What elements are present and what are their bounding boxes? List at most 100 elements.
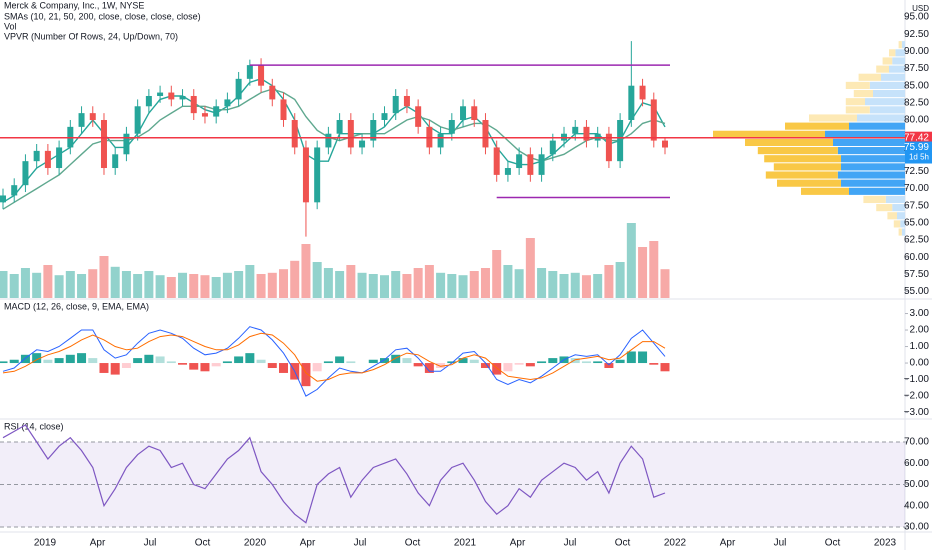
candle-body bbox=[235, 78, 242, 100]
macd-histogram bbox=[649, 363, 659, 365]
volume-bar bbox=[402, 274, 412, 298]
volume-bar bbox=[559, 274, 569, 298]
candle-body bbox=[415, 106, 422, 127]
candle-body bbox=[549, 140, 556, 155]
candle-body bbox=[213, 106, 220, 117]
candle-body bbox=[325, 133, 332, 148]
y-tick-label: 82.50 bbox=[904, 97, 929, 108]
volume-bar bbox=[110, 266, 120, 298]
macd-histogram bbox=[480, 363, 490, 368]
profile-down bbox=[857, 114, 905, 122]
macd-histogram bbox=[581, 361, 591, 364]
y-tick-label: 0.00 bbox=[910, 358, 930, 369]
candle-body bbox=[370, 120, 377, 141]
profile-down bbox=[881, 73, 905, 81]
profile-up bbox=[853, 89, 873, 98]
profile-down bbox=[901, 228, 905, 236]
candle-body bbox=[605, 133, 612, 162]
time-label: Apr bbox=[300, 538, 316, 549]
time-label: 2023 bbox=[874, 538, 897, 549]
time-label: Oct bbox=[825, 538, 841, 549]
macd-histogram bbox=[424, 363, 434, 373]
volume-bar bbox=[121, 271, 131, 298]
y-tick-label: 87.50 bbox=[904, 63, 929, 74]
candle-body bbox=[157, 92, 164, 96]
countdown-label: 1d 5h bbox=[909, 153, 929, 162]
macd-histogram bbox=[458, 358, 468, 364]
macd-histogram bbox=[379, 358, 389, 364]
volume-bar bbox=[480, 268, 490, 298]
candle-body bbox=[347, 120, 354, 148]
volume-bar bbox=[65, 271, 75, 298]
volume-bar bbox=[43, 265, 53, 298]
macd-histogram bbox=[626, 351, 636, 364]
macd-histogram bbox=[144, 354, 154, 364]
volume-bar bbox=[604, 265, 614, 298]
volume-bar bbox=[88, 269, 98, 298]
macd-title: MACD (12, 26, close, 9, EMA, EMA) bbox=[4, 301, 149, 311]
macd-histogram bbox=[335, 356, 345, 364]
y-tick-label: 70.00 bbox=[904, 437, 929, 448]
macd-histogram bbox=[660, 363, 670, 372]
macd-histogram bbox=[54, 358, 64, 364]
y-tick-label: 65.00 bbox=[904, 218, 929, 229]
candle-body bbox=[471, 106, 478, 120]
time-label: Apr bbox=[510, 538, 526, 549]
profile-up bbox=[858, 73, 881, 81]
volume-bar bbox=[290, 260, 300, 298]
volume-bar bbox=[357, 272, 367, 298]
profile-up bbox=[845, 98, 865, 106]
macd-histogram bbox=[9, 359, 19, 364]
volume-bar bbox=[638, 247, 648, 298]
profile-up bbox=[889, 49, 896, 57]
macd-histogram bbox=[638, 351, 648, 364]
y-tick-label: 3.00 bbox=[910, 308, 930, 319]
volume-bar bbox=[166, 277, 176, 298]
candle-body bbox=[381, 113, 388, 120]
candle-body bbox=[493, 147, 500, 175]
y-tick-label: −2.00 bbox=[904, 391, 930, 402]
volume-bar bbox=[20, 268, 30, 298]
volume-bar bbox=[312, 262, 322, 298]
profile-up bbox=[845, 106, 870, 114]
sma-line bbox=[2, 88, 666, 210]
y-tick-label: 50.00 bbox=[904, 479, 929, 490]
profile-down bbox=[841, 163, 905, 171]
macd-histogram bbox=[0, 361, 8, 364]
profile-down bbox=[897, 212, 905, 220]
profile-up bbox=[898, 41, 902, 49]
macd-histogram bbox=[570, 358, 580, 364]
macd-histogram bbox=[615, 359, 625, 364]
volume-bar bbox=[469, 271, 479, 298]
y-tick-label: 85.00 bbox=[904, 80, 929, 91]
y-tick-label: −3.00 bbox=[904, 407, 930, 418]
macd-histogram bbox=[43, 359, 53, 364]
candle-body bbox=[583, 126, 590, 141]
macd-histogram bbox=[323, 361, 333, 364]
macd-histogram bbox=[548, 358, 558, 364]
profile-down bbox=[892, 57, 905, 65]
macd-histogram bbox=[537, 361, 547, 364]
macd-histogram bbox=[99, 363, 109, 373]
profile-down bbox=[825, 130, 905, 138]
profile-up bbox=[863, 195, 886, 204]
volume-bar bbox=[346, 265, 356, 298]
macd-histogram bbox=[301, 363, 311, 387]
volume-bar bbox=[537, 268, 547, 298]
y-tick-label: 95.00 bbox=[904, 12, 929, 23]
macd-histogram bbox=[593, 361, 603, 364]
volume-bar bbox=[144, 271, 154, 298]
profile-down bbox=[841, 155, 905, 163]
volume-bar bbox=[492, 250, 502, 298]
candle-body bbox=[403, 95, 410, 107]
profile-down bbox=[873, 89, 905, 98]
macd-histogram bbox=[121, 363, 131, 368]
profile-up bbox=[765, 171, 838, 179]
y-tick-label: 70.00 bbox=[904, 183, 929, 194]
candle-body bbox=[482, 120, 489, 148]
y-tick-label: 72.50 bbox=[904, 166, 929, 177]
time-label: Apr bbox=[720, 538, 736, 549]
volume-bar bbox=[391, 271, 401, 298]
macd-histogram bbox=[402, 358, 412, 364]
